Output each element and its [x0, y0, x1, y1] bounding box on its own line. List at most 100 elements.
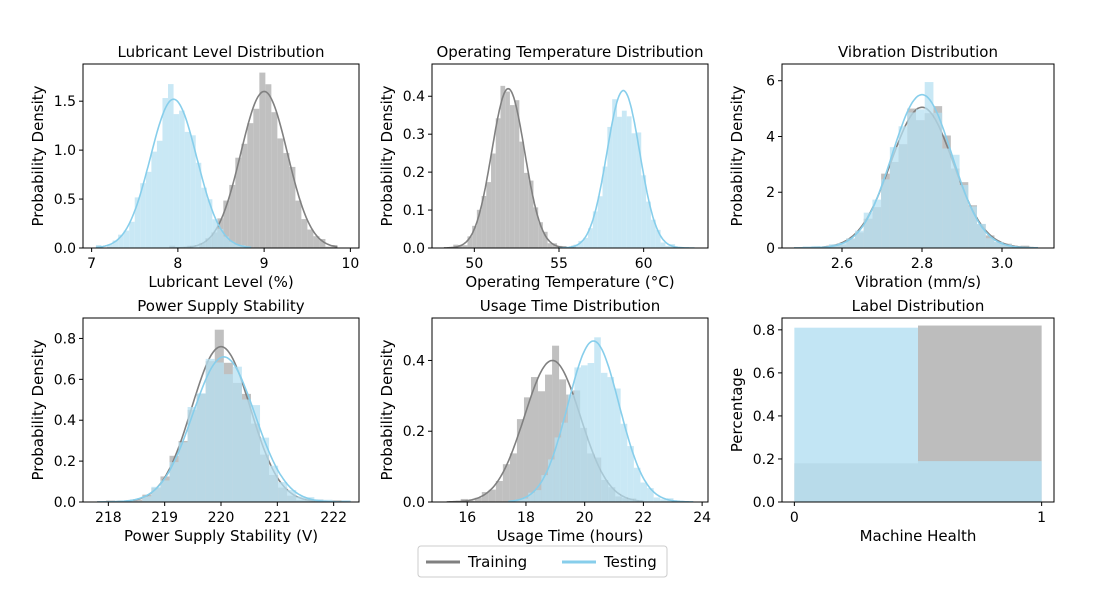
hist-bar-training-15 [514, 100, 520, 248]
axes-frame [431, 63, 709, 249]
hist-bar-training-13 [505, 91, 510, 248]
y-axis-label: Percentage [728, 368, 746, 452]
x-tick-label: 219 [151, 510, 178, 526]
x-axis-label: Usage Time (hours) [497, 527, 644, 545]
y-tick-label: 0.4 [753, 409, 775, 425]
panel-1: 7 8 9 10 0.0 0.5 1.0 1.5 Lubricant Level Distrib… [29, 43, 360, 291]
hist-bar-testing-16 [184, 131, 191, 248]
hist-bar-testing-8 [169, 462, 179, 502]
hist-bar-testing-12 [587, 363, 595, 502]
x-tick-label: 22 [634, 510, 652, 526]
hist-bar-testing-13 [214, 362, 224, 502]
hist-bar-testing-27 [341, 500, 351, 502]
hist-bar-testing-20 [640, 482, 648, 502]
hist-bar-testing-10 [881, 179, 890, 248]
panel-6: 0 1 0.0 0.2 0.4 0.6 0.8 Label Distribution Machi… [728, 297, 1055, 545]
hist-bar-testing-20 [968, 206, 977, 248]
x-axis-label: Machine Health [860, 527, 977, 545]
hist-bar-training-11 [495, 118, 501, 248]
y-axis-label: Probability Density [728, 85, 746, 226]
hist-bar-testing-7 [134, 197, 141, 248]
axes-frame [781, 317, 1055, 503]
hist-bar-training-8 [481, 195, 487, 248]
y-tick-label: 0.0 [753, 495, 775, 511]
hist-bar-training-10 [491, 153, 496, 248]
hist-bar-training-12 [530, 377, 539, 502]
hist-bar-training-20 [289, 166, 296, 248]
legend-training-label: Training [467, 553, 527, 571]
y-tick-label: 0.4 [54, 413, 76, 429]
hist-bar-testing-12 [205, 358, 215, 502]
hist-bar-testing-16 [241, 399, 251, 502]
axes-frame [82, 63, 360, 249]
hist-bar-testing-11 [581, 365, 588, 502]
hist-bar-testing-15 [232, 366, 242, 502]
kde-line-testing [97, 355, 351, 502]
hist-bar-testing-19 [201, 187, 207, 248]
x-tick-label: 55 [550, 256, 568, 272]
hist-bar-training-14 [509, 105, 515, 248]
legend: Training Testing [417, 545, 668, 578]
hist-bar-training-5 [481, 492, 489, 502]
hist-bar-testing-17 [620, 423, 628, 502]
chart-title: Label Distribution [852, 297, 985, 315]
hist-bar-training-7 [476, 209, 482, 248]
hist-bar-testing-8 [863, 212, 873, 248]
hist-bar-testing-20 [206, 199, 213, 248]
hist-bar-testing-4 [118, 234, 124, 248]
hist-bar-testing-8 [140, 183, 146, 248]
hist-bar-testing-7 [160, 480, 170, 502]
x-tick-label: 18 [517, 510, 535, 526]
x-tick-label: 16 [458, 510, 476, 526]
hist-bar-testing-9 [602, 166, 608, 248]
hist-bar-testing-22 [217, 228, 224, 248]
hist-bar-testing-4 [534, 490, 542, 502]
x-tick-label: 222 [320, 510, 347, 526]
hist-bar-training-25 [319, 238, 326, 248]
y-tick-label: 0.1 [403, 203, 425, 219]
hist-bar-testing-17 [250, 405, 261, 502]
y-axis-label: Probability Density [29, 339, 47, 480]
kde-line-testing [95, 98, 252, 248]
y-tick-label: 6 [766, 74, 775, 90]
y-tick-label: 2 [766, 185, 775, 201]
hist-bar-testing-15 [607, 377, 615, 502]
hist-bar-testing-6 [151, 486, 161, 502]
hist-bar-testing-15 [631, 133, 637, 248]
y-axis-label: Probability Density [378, 85, 396, 226]
hist-bar-testing-21 [212, 219, 218, 248]
hist-bar-testing-2 [107, 244, 113, 248]
hist-bar-training-4 [133, 499, 143, 502]
x-tick-label: 220 [208, 510, 235, 526]
hist-bar-testing-10 [607, 126, 613, 248]
x-tick-label: 24 [693, 510, 711, 526]
legend-frame [417, 545, 668, 578]
hist-bar-testing-14 [626, 116, 632, 248]
hist-bar-testing-7 [592, 211, 598, 248]
x-tick-label: 221 [264, 510, 291, 526]
hist-bar-testing-16 [636, 132, 642, 248]
hist-bar-testing-9 [567, 394, 575, 502]
hist-bar-testing-17 [641, 175, 647, 248]
hist-bar-testing-16 [614, 388, 621, 502]
x-tick-label: 0 [790, 510, 799, 526]
hist-bar-testing-5 [123, 230, 130, 248]
hist-bar-testing-14 [173, 114, 180, 248]
hist-bar-testing-11 [889, 147, 899, 248]
hist-bar-testing-22 [296, 496, 306, 502]
hist-bar-testing-21 [977, 223, 986, 248]
hist-bar-training-7 [495, 480, 503, 502]
y-tick-label: 0.3 [403, 127, 425, 143]
y-tick-label: 0.0 [403, 495, 425, 511]
hist-bar-testing-11 [196, 393, 206, 502]
hist-bar-testing-3 [528, 492, 535, 502]
y-tick-label: 0.2 [753, 452, 775, 468]
hist-bar-training-20 [538, 222, 543, 248]
plot-area [443, 85, 695, 248]
y-tick-label: 0.4 [403, 353, 425, 369]
y-tick-label: 0.2 [403, 424, 425, 440]
y-tick-label: 0.8 [753, 323, 775, 339]
bar-testing-0 [794, 327, 918, 502]
y-tick-label: 0.0 [54, 241, 76, 257]
x-tick-label: 9 [260, 256, 269, 272]
